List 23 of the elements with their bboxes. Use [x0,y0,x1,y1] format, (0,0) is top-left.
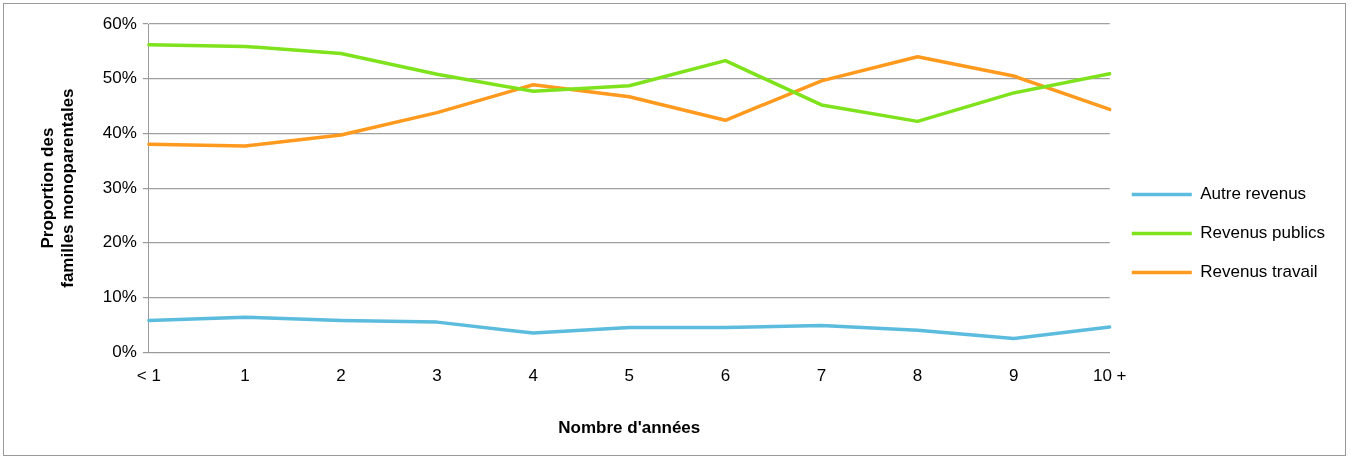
x-tick-label: 8 [912,366,923,386]
x-tick-label: 7 [816,366,827,386]
x-tick-label: 2 [336,366,346,386]
y-tick-label: 50% [102,68,137,88]
x-tick-label: 4 [528,366,538,386]
legend-label: Autre revenus [1200,184,1307,204]
x-tick-label: < 1 [136,366,161,386]
x-tick-label: 5 [624,366,635,386]
y-tick-label: 40% [102,123,137,143]
y-tick-label: 60% [102,13,137,33]
x-tick-label: 10 + [1092,366,1127,386]
x-tick-label: 6 [720,366,731,386]
x-tick-label: 9 [1008,366,1019,386]
y-tick-label: 30% [102,177,137,197]
y-tick-label: 20% [102,232,137,252]
x-tick-label: 3 [432,366,442,386]
legend-label: Revenus travail [1200,262,1318,282]
legend-label: Revenus publics [1200,223,1326,243]
x-axis-title: Nombre d'années [558,418,701,438]
x-tick-label: 1 [240,366,250,386]
y-tick-label: 10% [102,287,137,307]
y-tick-label: 0% [112,341,137,361]
y-axis-title: Proportion des familles monoparentales [37,88,78,288]
